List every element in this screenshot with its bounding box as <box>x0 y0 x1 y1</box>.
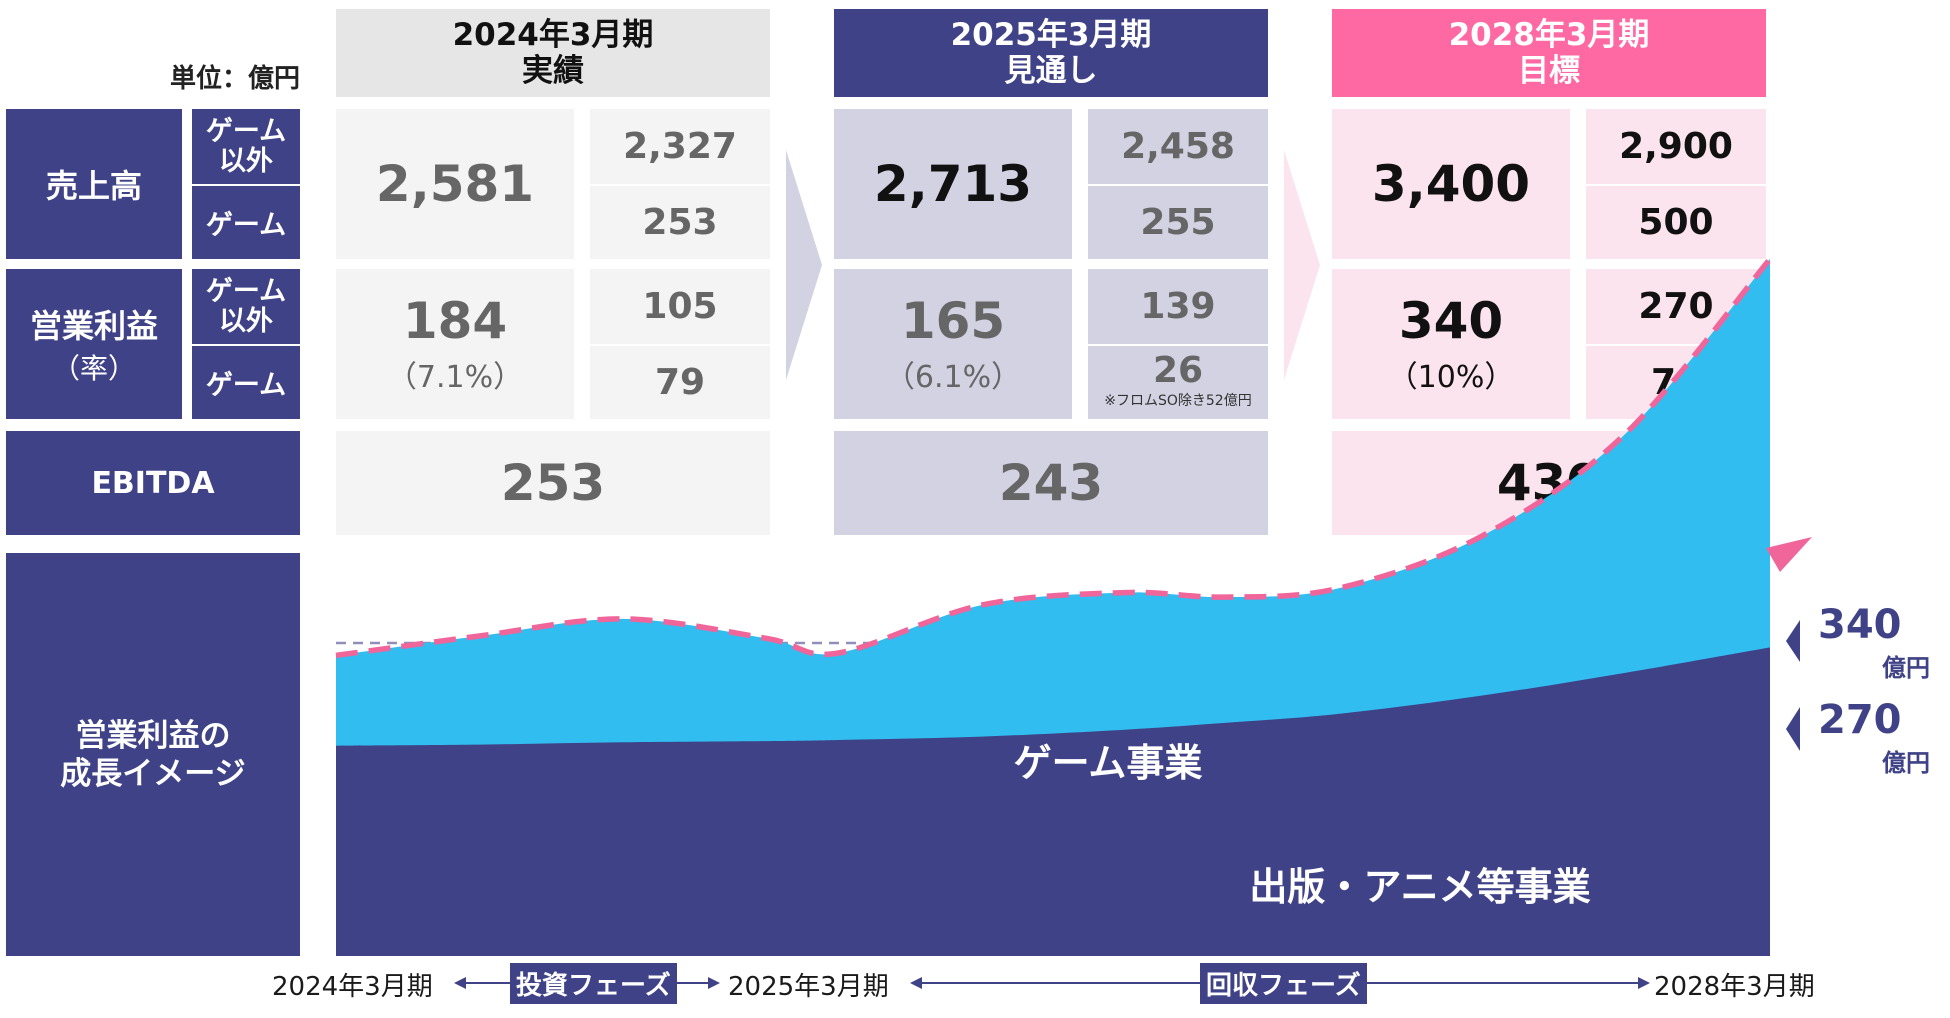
marker-triangle-icon <box>1786 707 1800 751</box>
op-profit-label: 営業利益 <box>29 307 158 345</box>
end-label-270-unit: 億円 <box>1882 749 1930 777</box>
series-label-game: ゲーム事業 <box>1014 741 1203 785</box>
arrow-left-icon <box>910 977 922 989</box>
end-label-270: 270 <box>1818 697 1902 743</box>
end-label-340: 340 <box>1818 602 1902 648</box>
header-fy2028-period: 2028年3月期 <box>1448 17 1650 53</box>
header-fy2024-status: 実績 <box>522 53 584 89</box>
fy2028-sales-game: 500 <box>1586 186 1766 259</box>
timeline-label-2025: 2025年3月期 <box>728 972 889 1002</box>
row-label-ebitda: EBITDA <box>6 431 300 535</box>
row-label-sales: 売上高 <box>6 109 182 259</box>
non-game-line1: ゲーム <box>205 115 287 147</box>
row-label-op-profit: 営業利益 （率） <box>6 269 182 419</box>
timeline-label-2024: 2024年3月期 <box>272 972 433 1002</box>
header-fy2028-status: 目標 <box>1518 53 1580 89</box>
fy2028-op-rate: （10%） <box>1387 360 1515 395</box>
growth-line1: 営業利益の <box>75 717 231 754</box>
phase-recover: 回収フェーズ <box>1200 963 1367 1004</box>
fy2024-op-non-game: 105 <box>590 269 770 344</box>
chevron-arrow-icon <box>786 150 822 380</box>
row-label-sales-non-game: ゲーム 以外 <box>192 109 300 184</box>
arrow-head-icon <box>1766 537 1812 572</box>
fy2025-op-game-value: 26 <box>1152 350 1204 391</box>
fy2028-op: 340 （10%） <box>1332 269 1570 419</box>
header-fy2028: 2028年3月期 目標 <box>1332 9 1766 97</box>
unit-label: 単位：億円 <box>169 64 300 94</box>
series-area-publishing <box>336 647 1770 956</box>
chevron-arrow-icon <box>1284 150 1320 380</box>
fy2028-sales: 3,400 <box>1332 109 1570 259</box>
fy2024-sales-non-game: 2,327 <box>590 109 770 184</box>
header-fy2025-period: 2025年3月期 <box>950 17 1152 53</box>
arrow-right-icon <box>708 977 720 989</box>
marker-triangle-icon <box>1786 620 1800 662</box>
fy2025-op-non-game: 139 <box>1088 269 1268 344</box>
header-fy2024-period: 2024年3月期 <box>452 17 654 53</box>
fy2024-op: 184 （7.1%） <box>336 269 574 419</box>
row-label-sales-game: ゲーム <box>192 186 300 259</box>
arrow-left-icon <box>454 977 466 989</box>
fy2025-sales-game: 255 <box>1088 186 1268 259</box>
row-label-growth: 営業利益の 成長イメージ <box>6 553 300 956</box>
non-game-line2: 以外 <box>219 305 273 337</box>
fy2024-ebitda: 253 <box>336 431 770 535</box>
fy2024-sales-game: 253 <box>590 186 770 259</box>
header-fy2025: 2025年3月期 見通し <box>834 9 1268 97</box>
header-fy2025-status: 見通し <box>1004 53 1098 89</box>
fy2025-op-value: 165 <box>900 292 1006 350</box>
fy2025-ebitda: 243 <box>834 431 1268 535</box>
phase-invest: 投資フェーズ <box>510 963 677 1004</box>
fy2024-op-value: 184 <box>402 292 508 350</box>
timeline-label-2028: 2028年3月期 <box>1654 972 1815 1002</box>
fy2024-op-rate: （7.1%） <box>386 360 524 395</box>
non-game-line1: ゲーム <box>205 275 287 307</box>
fy2025-op: 165 （6.1%） <box>834 269 1072 419</box>
non-game-line2: 以外 <box>219 145 273 177</box>
total-dashed-line <box>335 257 1773 659</box>
row-label-op-game: ゲーム <box>192 346 300 419</box>
fy2024-op-game: 79 <box>590 346 770 419</box>
growth-line2: 成長イメージ <box>60 755 246 792</box>
fy2025-sales: 2,713 <box>834 109 1072 259</box>
fy2025-op-game: 26 ※フロムSO除き52億円 <box>1088 346 1268 419</box>
fy2025-op-rate: （6.1%） <box>884 360 1022 395</box>
arrow-right-icon <box>1638 977 1650 989</box>
op-rate-label: （率） <box>51 352 136 385</box>
end-label-340-unit: 億円 <box>1882 654 1930 682</box>
row-label-op-non-game: ゲーム 以外 <box>192 269 300 344</box>
fy2024-sales: 2,581 <box>336 109 574 259</box>
fy2025-op-game-note: ※フロムSO除き52億円 <box>1104 393 1252 409</box>
fy2025-sales-non-game: 2,458 <box>1088 109 1268 184</box>
fy2028-op-value: 340 <box>1398 292 1504 350</box>
header-fy2024: 2024年3月期 実績 <box>336 9 770 97</box>
fy2028-sales-non-game: 2,900 <box>1586 109 1766 184</box>
series-label-publishing: 出版・アニメ等事業 <box>1249 865 1590 909</box>
